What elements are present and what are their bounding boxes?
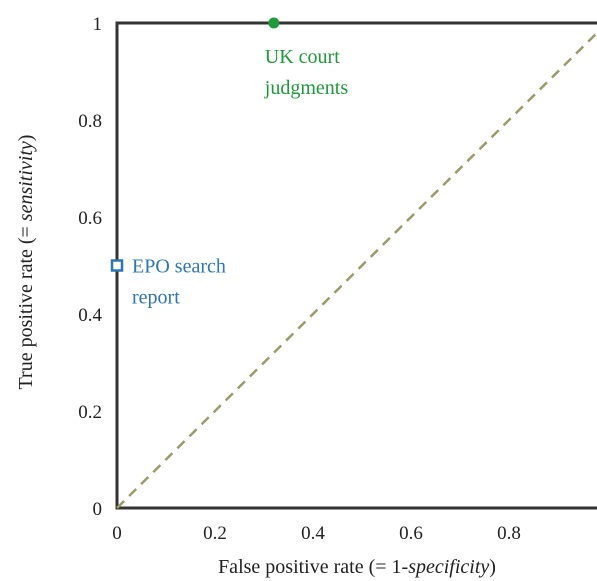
y-axis-label: True positive rate (= sensitivity) xyxy=(15,135,37,390)
point-label: report xyxy=(132,287,180,309)
y-axis-ticks: 0 0.2 0.4 0.6 0.8 1 xyxy=(78,14,102,520)
y-tick-label: 0.4 xyxy=(78,305,102,326)
x-tick-label: 0.2 xyxy=(203,523,227,544)
y-tick-label: 0.2 xyxy=(78,402,102,423)
point-marker xyxy=(110,259,124,272)
x-tick-label: 0.6 xyxy=(399,523,423,544)
point-label: judgments xyxy=(264,77,349,99)
y-tick-label: 0.6 xyxy=(78,208,102,229)
x-tick-label: 0.4 xyxy=(301,523,325,544)
y-tick-label: 0 xyxy=(93,499,103,520)
reference-diagonal xyxy=(116,31,597,509)
x-axis-ticks: 0 0.2 0.4 0.6 0.8 xyxy=(112,523,521,544)
point-label: EPO search xyxy=(132,256,226,278)
x-tick-label: 0 xyxy=(112,523,122,544)
data-points: UK court judgments EPO search report xyxy=(110,17,349,309)
y-tick-label: 1 xyxy=(93,14,103,35)
y-tick-label: 0.8 xyxy=(78,111,102,132)
x-tick-label: 0.8 xyxy=(497,523,521,544)
x-axis-label: False positive rate (= 1-specificity) xyxy=(218,556,496,578)
point-label: UK court xyxy=(265,46,340,68)
point-marker xyxy=(268,17,280,29)
